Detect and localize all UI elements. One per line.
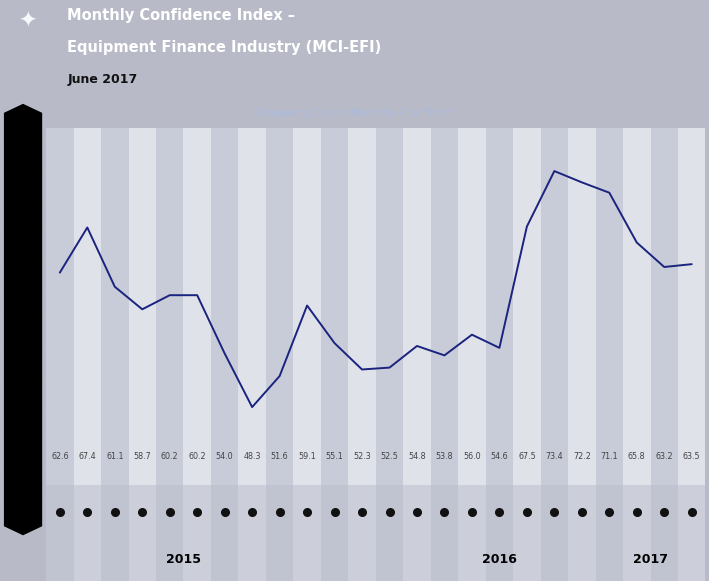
Bar <box>568 485 596 581</box>
Text: 67.5: 67.5 <box>518 452 536 461</box>
Bar <box>678 128 705 485</box>
Text: 2017: 2017 <box>633 554 668 566</box>
Text: 48.3: 48.3 <box>243 452 261 461</box>
Text: 60.2: 60.2 <box>189 452 206 461</box>
Bar <box>266 485 294 581</box>
Bar <box>650 485 678 581</box>
Bar <box>568 128 596 485</box>
Bar <box>403 485 430 581</box>
Bar <box>320 128 348 485</box>
Bar <box>596 485 623 581</box>
Text: 62.6: 62.6 <box>51 452 69 461</box>
Text: 63.2: 63.2 <box>655 452 673 461</box>
Text: 54.0: 54.0 <box>216 452 233 461</box>
Text: 63.5: 63.5 <box>683 452 700 461</box>
Text: 61.1: 61.1 <box>106 452 123 461</box>
Bar <box>348 128 376 485</box>
Bar <box>211 485 238 581</box>
Bar <box>376 128 403 485</box>
Bar <box>266 128 294 485</box>
Bar <box>458 128 486 485</box>
Bar <box>458 485 486 581</box>
Bar <box>238 128 266 485</box>
Bar <box>101 485 128 581</box>
Text: 51.6: 51.6 <box>271 452 289 461</box>
Bar <box>128 485 156 581</box>
Bar <box>211 128 238 485</box>
Polygon shape <box>5 458 41 505</box>
Bar <box>513 485 540 581</box>
Text: 55.1: 55.1 <box>325 452 343 461</box>
Polygon shape <box>5 400 41 446</box>
Bar <box>101 128 128 485</box>
Bar <box>156 128 184 485</box>
Bar <box>46 485 74 581</box>
Bar <box>156 485 184 581</box>
Bar <box>486 485 513 581</box>
Text: 59.1: 59.1 <box>298 452 316 461</box>
Bar <box>294 128 320 485</box>
Text: 67.4: 67.4 <box>79 452 96 461</box>
Bar <box>623 128 650 485</box>
Bar <box>74 485 101 581</box>
Text: 54.6: 54.6 <box>491 452 508 461</box>
Polygon shape <box>5 164 41 210</box>
Bar <box>540 485 568 581</box>
Bar <box>486 128 513 485</box>
Bar <box>623 485 650 581</box>
Text: 52.3: 52.3 <box>353 452 371 461</box>
Text: 65.8: 65.8 <box>628 452 646 461</box>
Bar <box>513 128 540 485</box>
Text: 53.8: 53.8 <box>435 452 453 461</box>
Text: Comparing Current Month to Prior Month: Comparing Current Month to Prior Month <box>255 108 454 119</box>
Text: 60.2: 60.2 <box>161 452 179 461</box>
Bar <box>184 128 211 485</box>
Bar <box>46 128 74 485</box>
Polygon shape <box>5 193 41 239</box>
Polygon shape <box>5 311 41 357</box>
Bar <box>376 485 403 581</box>
Text: 58.7: 58.7 <box>133 452 151 461</box>
Text: 54.8: 54.8 <box>408 452 426 461</box>
Bar <box>430 128 458 485</box>
Polygon shape <box>5 223 41 269</box>
Text: 73.4: 73.4 <box>545 452 563 461</box>
Bar <box>430 485 458 581</box>
Bar <box>320 485 348 581</box>
Bar <box>74 128 101 485</box>
Bar <box>294 485 320 581</box>
Bar <box>678 485 705 581</box>
Text: 72.2: 72.2 <box>573 452 591 461</box>
Polygon shape <box>5 340 41 387</box>
Bar <box>403 128 430 485</box>
Polygon shape <box>5 429 41 475</box>
Polygon shape <box>5 370 41 417</box>
Bar <box>348 485 376 581</box>
Text: 2015: 2015 <box>166 554 201 566</box>
Polygon shape <box>5 105 41 151</box>
Text: June 2017: June 2017 <box>67 73 138 86</box>
Bar <box>184 485 211 581</box>
Text: 71.1: 71.1 <box>601 452 618 461</box>
Polygon shape <box>5 282 41 328</box>
Bar <box>238 485 266 581</box>
Text: 56.0: 56.0 <box>463 452 481 461</box>
Polygon shape <box>5 134 41 181</box>
Bar <box>540 128 568 485</box>
Bar <box>650 128 678 485</box>
Polygon shape <box>5 252 41 299</box>
Text: 52.5: 52.5 <box>381 452 398 461</box>
Bar <box>128 128 156 485</box>
Text: 2016: 2016 <box>482 554 517 566</box>
Text: Monthly Confidence Index –: Monthly Confidence Index – <box>67 8 296 23</box>
Polygon shape <box>5 488 41 535</box>
Text: Equipment Finance Industry (MCI-EFI): Equipment Finance Industry (MCI-EFI) <box>67 40 381 55</box>
Bar <box>596 128 623 485</box>
Text: ✦: ✦ <box>18 12 36 32</box>
